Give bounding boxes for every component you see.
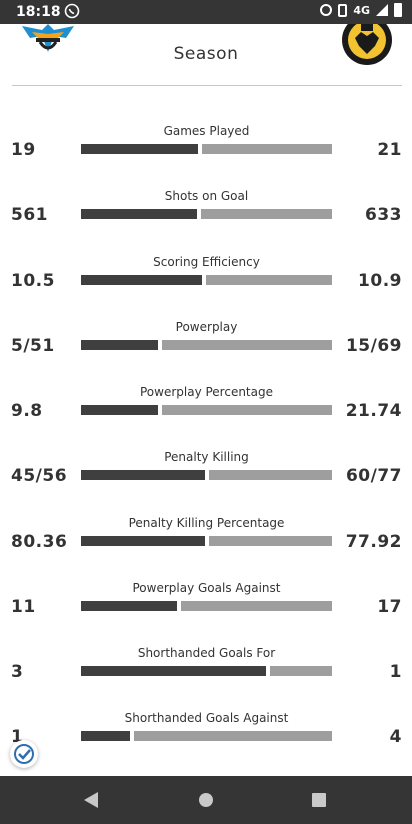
stat-row: Penalty Killing 45/56 60/77 <box>0 450 412 502</box>
stat-label: Powerplay <box>175 320 238 334</box>
away-share-bar <box>270 666 332 676</box>
home-share-bar <box>81 209 197 219</box>
back-icon[interactable] <box>84 792 98 808</box>
comparison-bar <box>81 666 332 676</box>
stat-label: Powerplay Percentage <box>139 385 273 399</box>
home-share-bar <box>81 275 202 285</box>
home-share-bar <box>81 731 130 741</box>
away-stat-value: 17 <box>377 597 402 617</box>
away-stat-value: 21 <box>377 140 402 160</box>
stat-row: Powerplay Goals Against 11 17 <box>0 581 412 633</box>
vibrate-icon <box>338 3 348 17</box>
away-team-logo[interactable] <box>341 15 393 66</box>
home-stat-value: 10.5 <box>11 271 55 291</box>
home-share-bar <box>81 666 266 676</box>
away-stat-value: 60/77 <box>345 466 402 486</box>
stat-label: Scoring Efficiency <box>153 255 260 269</box>
away-share-bar <box>209 470 332 480</box>
away-stat-value: 15/69 <box>345 336 402 356</box>
alarm-icon <box>320 4 333 16</box>
home-share-bar <box>81 340 158 350</box>
home-stat-value: 45/56 <box>11 466 68 486</box>
home-stat-value: 19 <box>11 140 36 160</box>
home-share-bar <box>81 405 158 415</box>
stat-label: Penalty Killing Percentage <box>128 516 285 530</box>
stat-label: Shorthanded Goals Against <box>124 711 289 725</box>
home-stat-value: 80.36 <box>11 532 68 552</box>
home-stat-value: 11 <box>11 597 36 617</box>
home-stat-value: 9.8 <box>11 401 43 421</box>
home-stat-value: 5/51 <box>11 336 55 356</box>
stat-row: Shorthanded Goals Against 1 4 <box>0 711 412 763</box>
signal-icon <box>376 4 388 16</box>
comparison-bar <box>81 144 332 154</box>
home-team-logo[interactable] <box>20 24 76 56</box>
away-stat-value: 21.74 <box>345 401 402 421</box>
stat-label: Powerplay Goals Against <box>132 581 281 595</box>
stat-label: Games Played <box>163 124 250 138</box>
away-share-bar <box>162 340 332 350</box>
away-share-bar <box>181 601 332 611</box>
away-share-bar <box>134 731 332 741</box>
stat-row: Games Played 19 21 <box>0 124 412 176</box>
home-stat-value: 3 <box>11 662 24 682</box>
stat-row: Penalty Killing Percentage 80.36 77.92 <box>0 516 412 568</box>
recents-icon[interactable] <box>312 793 326 807</box>
away-stat-value: 77.92 <box>345 532 402 552</box>
system-nav-bar <box>0 776 412 824</box>
home-share-bar <box>81 470 205 480</box>
away-stat-value: 4 <box>389 727 402 747</box>
home-icon[interactable] <box>199 793 213 807</box>
stat-row: Powerplay 5/51 15/69 <box>0 320 412 372</box>
verified-badge[interactable] <box>10 740 38 768</box>
stat-label: Penalty Killing <box>164 450 249 464</box>
away-share-bar <box>201 209 332 219</box>
home-share-bar <box>81 536 205 546</box>
header-divider <box>12 85 402 86</box>
comparison-bar <box>81 470 332 480</box>
away-stat-value: 10.9 <box>358 271 402 291</box>
home-share-bar <box>81 601 177 611</box>
stat-row: Shorthanded Goals For 3 1 <box>0 646 412 698</box>
away-share-bar <box>209 536 332 546</box>
stat-row: Shots on Goal 561 633 <box>0 189 412 241</box>
comparison-bar <box>81 340 332 350</box>
status-bar: 18:18 4G <box>0 0 412 24</box>
comparison-bar <box>81 275 332 285</box>
away-stat-value: 633 <box>365 205 402 225</box>
whatsapp-icon <box>64 3 80 23</box>
network-type: 4G <box>353 3 370 17</box>
battery-icon <box>394 3 402 17</box>
away-stat-value: 1 <box>389 662 402 682</box>
stat-label: Shorthanded Goals For <box>137 646 276 660</box>
comparison-bar <box>81 536 332 546</box>
away-share-bar <box>202 144 332 154</box>
status-time: 18:18 <box>16 4 61 20</box>
stat-row: Powerplay Percentage 9.8 21.74 <box>0 385 412 437</box>
home-stat-value: 1 <box>11 727 24 747</box>
away-share-bar <box>206 275 332 285</box>
away-share-bar <box>162 405 332 415</box>
comparison-bar <box>81 731 332 741</box>
comparison-bar <box>81 209 332 219</box>
page-title: Season <box>173 44 239 64</box>
comparison-bar <box>81 601 332 611</box>
home-share-bar <box>81 144 198 154</box>
home-stat-value: 561 <box>11 205 48 225</box>
season-header: Season <box>0 15 412 86</box>
stat-row: Scoring Efficiency 10.5 10.9 <box>0 255 412 307</box>
comparison-bar <box>81 405 332 415</box>
stat-label: Shots on Goal <box>164 189 249 203</box>
